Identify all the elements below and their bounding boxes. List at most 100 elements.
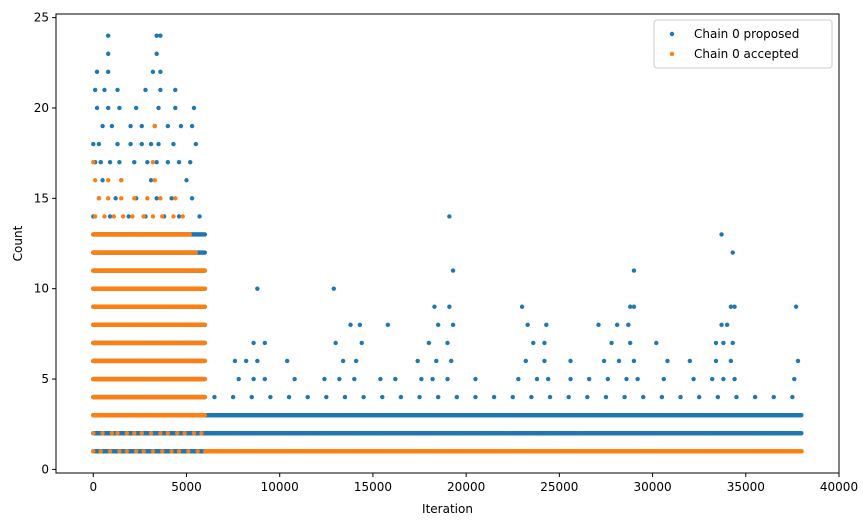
proposed-point <box>342 394 348 400</box>
proposed-point <box>635 376 640 382</box>
proposed-point <box>622 394 627 400</box>
proposed-point <box>568 376 573 382</box>
proposed-point <box>596 322 601 328</box>
proposed-point <box>719 232 724 237</box>
proposed-point <box>719 322 724 328</box>
accepted-point <box>202 322 208 328</box>
proposed-point <box>586 376 592 382</box>
proposed-point <box>491 394 497 400</box>
proposed-point <box>728 358 734 364</box>
proposed-point <box>117 159 122 165</box>
proposed-point <box>525 322 530 328</box>
proposed-point <box>721 340 726 346</box>
proposed-point <box>730 340 735 346</box>
proposed-point <box>393 376 398 382</box>
proposed-point <box>710 376 715 382</box>
proposed-point <box>255 358 260 364</box>
proposed-point <box>654 340 659 346</box>
proposed-point <box>236 376 241 382</box>
proposed-point <box>94 69 100 75</box>
proposed-point <box>106 105 111 111</box>
proposed-point <box>724 322 730 328</box>
proposed-point <box>348 322 353 328</box>
proposed-point <box>432 304 437 309</box>
proposed-point <box>732 376 737 382</box>
proposed-point <box>173 105 178 111</box>
proposed-point <box>171 141 176 147</box>
proposed-point <box>799 412 804 418</box>
proposed-point <box>715 394 721 400</box>
proposed-point <box>322 376 327 382</box>
proposed-point <box>251 376 256 382</box>
proposed-point <box>531 340 536 346</box>
proposed-point <box>547 394 553 400</box>
proposed-point <box>353 358 359 364</box>
proposed-point <box>361 394 366 400</box>
proposed-point <box>132 159 137 165</box>
proposed-point <box>165 123 171 129</box>
proposed-point <box>154 51 159 56</box>
proposed-point <box>771 394 776 400</box>
proposed-point <box>143 87 148 93</box>
proposed-point <box>109 123 115 129</box>
proposed-point <box>603 394 609 400</box>
proposed-point <box>249 394 254 400</box>
proposed-point <box>691 376 696 382</box>
proposed-point <box>419 376 424 382</box>
proposed-point <box>473 376 478 382</box>
proposed-point <box>133 105 139 111</box>
proposed-point <box>232 358 238 364</box>
proposed-point <box>188 159 193 165</box>
proposed-point <box>150 69 156 75</box>
proposed-point <box>284 358 290 364</box>
proposed-point <box>473 394 478 400</box>
proposed-point <box>799 431 804 436</box>
proposed-point <box>337 376 342 382</box>
accepted-point <box>202 358 208 364</box>
proposed-point <box>106 69 111 75</box>
proposed-point <box>102 87 107 93</box>
proposed-point <box>230 394 236 400</box>
proposed-point <box>450 322 456 328</box>
proposed-point <box>445 340 450 346</box>
proposed-point <box>100 123 105 129</box>
proposed-point <box>752 394 758 400</box>
proposed-point <box>790 394 795 400</box>
proposed-point <box>793 304 799 309</box>
proposed-point <box>661 376 666 382</box>
accepted-point <box>202 394 208 400</box>
proposed-point <box>352 376 357 382</box>
proposed-point <box>324 394 329 400</box>
proposed-point <box>568 358 573 364</box>
proposed-point <box>609 340 614 346</box>
proposed-point <box>243 358 249 364</box>
proposed-point <box>262 340 267 346</box>
proposed-point <box>158 87 163 93</box>
proposed-point <box>106 51 111 56</box>
proposed-point <box>631 358 637 364</box>
proposed-point <box>626 322 631 328</box>
proposed-point <box>601 358 607 364</box>
proposed-point <box>117 105 122 111</box>
proposed-point <box>449 358 454 364</box>
proposed-point <box>435 394 441 400</box>
proposed-point <box>165 159 171 165</box>
proposed-point <box>193 141 199 147</box>
proposed-point <box>542 340 547 346</box>
proposed-point <box>92 87 98 93</box>
proposed-point <box>113 196 118 201</box>
proposed-point <box>158 69 163 75</box>
proposed-point <box>359 340 364 346</box>
proposed-point <box>331 286 336 291</box>
proposed-point <box>732 304 737 309</box>
proposed-point <box>189 196 195 201</box>
proposed-point <box>687 358 693 364</box>
proposed-point <box>678 394 683 400</box>
proposed-point <box>251 340 256 346</box>
proposed-point <box>585 394 590 400</box>
proposed-point <box>795 358 801 364</box>
proposed-point <box>128 141 133 147</box>
accepted-point <box>202 340 208 346</box>
proposed-point <box>139 123 144 129</box>
